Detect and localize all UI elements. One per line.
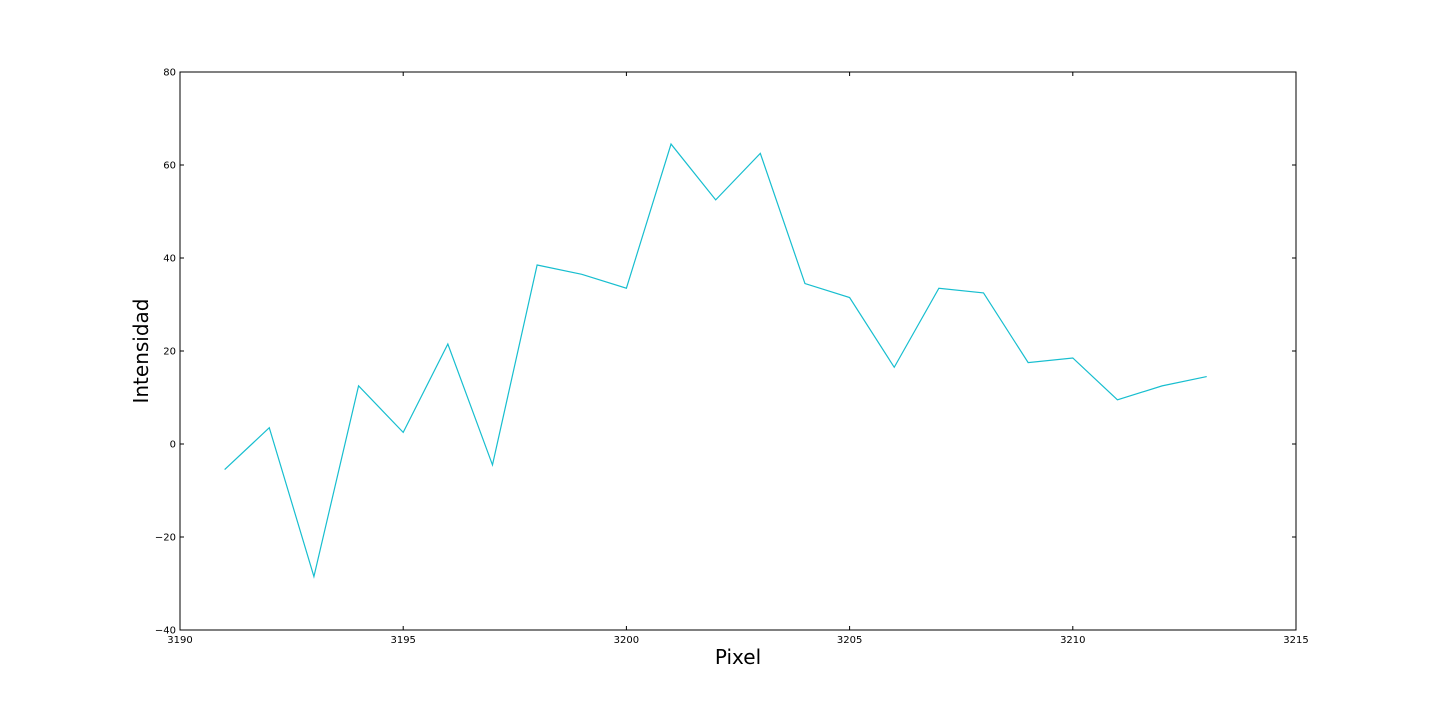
x-axis-title: Pixel (715, 645, 761, 669)
y-tick-label: 80 (163, 68, 176, 79)
plot-frame (179, 71, 1297, 631)
labels-layer: 3190 3195 3200 3205 3210 3215 −40 −20 0 20 40 60 80 (155, 68, 1309, 647)
y-axis-title: Intensidad (129, 298, 153, 403)
x-tick-label: 3200 (614, 635, 639, 646)
x-tick-label: 3205 (837, 635, 862, 646)
y-tick-label: −20 (155, 533, 176, 544)
y-tick-label: −40 (155, 626, 176, 637)
y-tick-label: 0 (170, 440, 176, 451)
x-tick-label: 3195 (390, 635, 415, 646)
lines-layer (224, 142, 1207, 579)
x-tick-label: 3190 (167, 635, 192, 646)
series-line-0 (224, 142, 1207, 579)
x-tick-label: 3215 (1283, 635, 1308, 646)
y-tick-label: 40 (163, 254, 176, 265)
ticks-layer (179, 71, 1297, 631)
y-tick-label: 20 (163, 347, 176, 358)
x-tick-label: 3210 (1060, 635, 1085, 646)
y-tick-label: 60 (163, 161, 176, 172)
